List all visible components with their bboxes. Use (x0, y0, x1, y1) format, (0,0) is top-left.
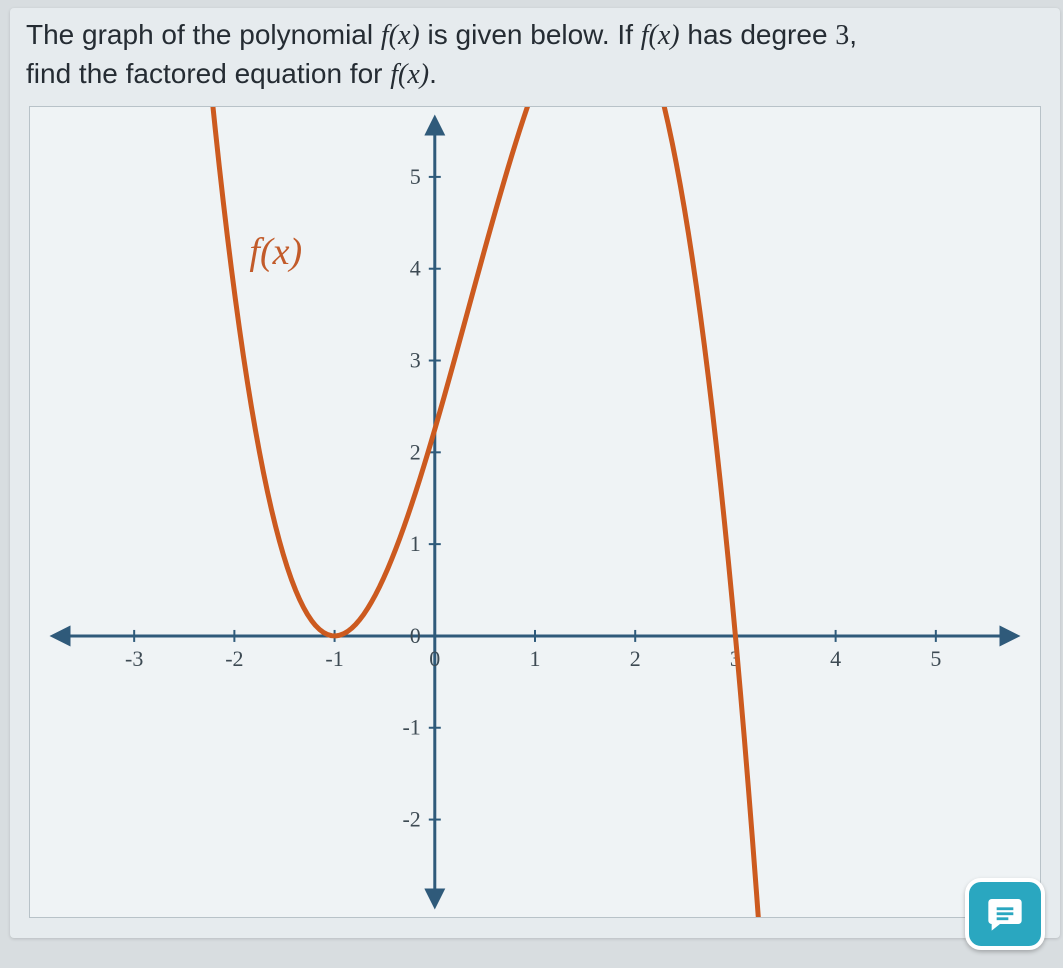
q-text-4: , (849, 19, 857, 50)
q-text-2: is given below. If (420, 19, 641, 50)
y-tick-label: 0 (410, 623, 421, 648)
x-tick-label: -1 (325, 646, 343, 671)
polynomial-curve (179, 107, 760, 917)
y-tick-label: 5 (410, 163, 421, 188)
polynomial-graph: -3-2-1012345-2-1012345f(x) (30, 107, 1040, 917)
y-tick-label: 2 (410, 439, 421, 464)
q-fn-3: f(x) (390, 59, 429, 90)
question-card: The graph of the polynomial f(x) is give… (10, 8, 1060, 938)
x-tick-label: -3 (125, 646, 143, 671)
q-text-1: The graph of the polynomial (26, 19, 381, 50)
x-tick-label: 2 (630, 646, 641, 671)
q-degree: 3 (835, 20, 849, 51)
q-line2b: . (429, 58, 437, 89)
y-tick-label: 1 (410, 531, 421, 556)
x-tick-label: 1 (530, 646, 541, 671)
q-line2a: find the factored equation for (26, 58, 390, 89)
x-tick-label: 4 (830, 646, 841, 671)
q-fn-2: f(x) (641, 20, 680, 51)
q-fn-1: f(x) (381, 20, 420, 51)
y-tick-label: -2 (402, 806, 420, 831)
q-text-3: has degree (680, 19, 836, 50)
y-tick-label: -1 (402, 714, 420, 739)
y-tick-label: 3 (410, 347, 421, 372)
y-tick-label: 4 (410, 255, 421, 280)
function-label: f(x) (249, 231, 302, 273)
chat-button[interactable] (965, 878, 1045, 950)
graph-area: -3-2-1012345-2-1012345f(x) (29, 106, 1041, 918)
chat-icon (985, 894, 1025, 934)
question-text: The graph of the polynomial f(x) is give… (26, 16, 1044, 94)
x-tick-label: -2 (225, 646, 243, 671)
x-tick-label: 0 (429, 646, 440, 671)
x-tick-label: 5 (930, 646, 941, 671)
